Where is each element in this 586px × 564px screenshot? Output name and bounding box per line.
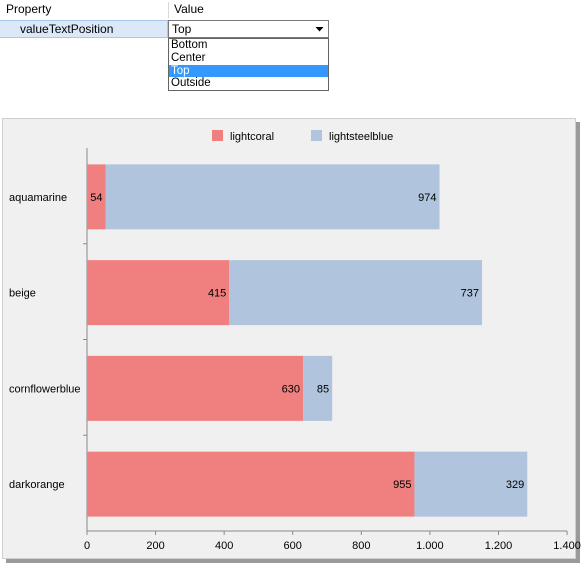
data-label: 85 [317,383,329,395]
data-label: 329 [506,479,524,491]
bar-lightsteelblue[interactable] [105,164,440,230]
data-label: 415 [208,288,226,300]
dropdown-option-bottom[interactable]: Bottom [171,39,208,51]
dropdown-option-center[interactable]: Center [171,51,206,64]
x-tick-label: 400 [215,540,233,552]
y-tick-label: aquamarine [9,192,67,204]
y-tick-label: cornflowerblue [9,383,81,395]
y-tick-label: beige [9,288,36,300]
data-label: 54 [90,192,102,204]
bar-lightsteelblue[interactable] [229,260,483,326]
x-tick-label: 200 [146,540,164,552]
chevron-down-icon[interactable] [314,24,325,34]
value-column-header[interactable]: Value [174,2,204,16]
data-label: 630 [282,383,300,395]
x-tick-label: 1.200 [485,540,513,552]
x-tick-label: 800 [352,540,370,552]
column-divider[interactable] [168,2,169,18]
x-tick-label: 1.000 [416,540,444,552]
data-label: 955 [393,479,411,491]
data-label: 737 [461,288,479,300]
panel-shadow [6,559,580,563]
legend-swatch-lightcoral [212,130,223,141]
bar-lightcoral[interactable] [87,451,415,517]
x-tick-label: 1.400 [553,540,581,552]
x-tick-label: 600 [284,540,302,552]
property-name[interactable]: valueTextPosition [0,20,168,38]
bar-lightcoral[interactable] [87,260,230,326]
legend-label: lightcoral [230,131,274,143]
value-combobox[interactable]: Top [168,20,329,38]
legend-label: lightsteelblue [329,131,393,143]
data-label: 974 [418,192,436,204]
bar-lightsteelblue[interactable] [414,451,528,517]
bar-lightcoral[interactable] [87,355,304,421]
property-row[interactable]: valueTextPosition Top [0,20,330,38]
y-tick-label: darkorange [9,479,65,491]
dropdown-option-outside[interactable]: Outside [171,77,211,90]
bar-lightcoral[interactable] [87,164,106,230]
property-column-header[interactable]: Property [6,2,52,16]
property-grid: Property Value valueTextPosition Top Bot… [0,0,330,91]
property-grid-header: Property Value [0,0,330,19]
bar-lightsteelblue[interactable] [303,355,333,421]
combobox-value: Top [172,22,192,36]
legend-swatch-lightsteelblue [311,130,322,141]
x-tick-label: 0 [84,540,90,552]
dropdown-option-top[interactable]: Top [169,64,328,78]
panel-shadow [576,122,580,562]
value-dropdown-list[interactable]: Bottom Center Top Outside [168,38,329,91]
